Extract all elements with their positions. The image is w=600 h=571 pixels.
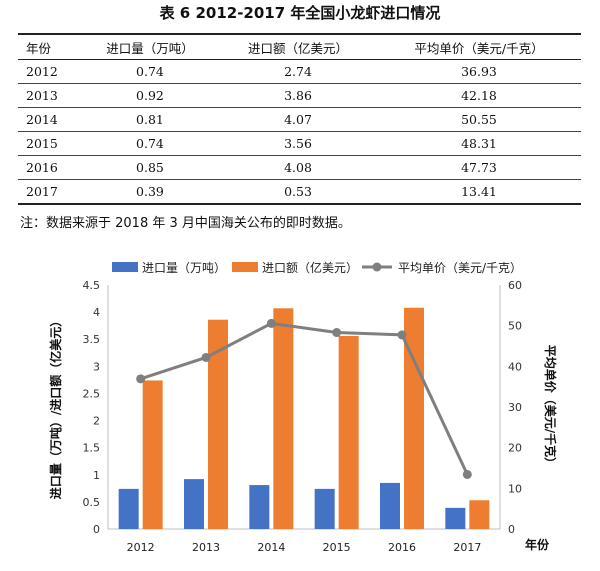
table-row: 2013 0.92 3.86 42.18 <box>18 83 581 108</box>
volume-bar <box>249 485 270 529</box>
cell-volume: 0.74 <box>80 131 220 156</box>
table-row: 2012 0.74 2.74 36.93 <box>18 59 581 84</box>
cell-year: 2012 <box>18 59 81 84</box>
legend-value-swatch <box>232 262 258 272</box>
y-axis-title: 进口量（万吨）/进口额（亿美元） <box>48 315 63 499</box>
x-tick-label: 2012 <box>127 541 155 554</box>
import-chart: 0 0.5 1 1.5 2 2.5 3 3.5 4 4.5 0 10 20 30 40 50 60 2012 201… <box>48 260 558 554</box>
price-line <box>140 321 469 476</box>
cell-price: 36.93 <box>376 59 581 84</box>
x-tick-label: 2017 <box>453 541 481 554</box>
table-row: 2015 0.74 3.56 48.31 <box>18 131 581 156</box>
cell-year: 2016 <box>18 155 81 180</box>
header-year: 年份 <box>18 33 81 60</box>
price-point <box>462 469 472 479</box>
price-point <box>332 328 342 338</box>
y-tick-label: 4 <box>93 306 100 319</box>
y2-tick-label: 30 <box>508 401 522 414</box>
volume-bar <box>445 507 466 529</box>
value-bar <box>404 307 424 529</box>
price-point <box>201 352 211 362</box>
cell-value: 4.07 <box>219 107 377 132</box>
volume-bar <box>314 488 335 529</box>
legend-price-marker <box>372 262 382 272</box>
x-tick-label: 2016 <box>388 541 416 554</box>
cell-volume: 0.85 <box>80 155 220 180</box>
y2-tick-label: 50 <box>508 320 522 333</box>
cell-price: 47.73 <box>376 155 581 180</box>
value-bar <box>273 308 294 529</box>
y2-tick-label: 20 <box>508 442 522 455</box>
header-price: 平均单价（美元/千克） <box>376 33 581 60</box>
price-point <box>397 330 407 340</box>
cell-price: 13.41 <box>376 179 581 205</box>
y-tick-label: 3.5 <box>83 333 101 346</box>
volume-bar <box>118 488 139 529</box>
y-tick-label: 4.5 <box>83 279 101 292</box>
table-row: 2016 0.85 4.08 47.73 <box>18 155 581 180</box>
legend-volume-label: 进口量（万吨） <box>142 261 226 275</box>
cell-value: 2.74 <box>219 59 377 84</box>
cell-volume: 0.81 <box>80 107 220 132</box>
y-tick-label: 1 <box>93 469 100 482</box>
table-row: 2017 0.39 0.53 13.41 <box>18 179 581 205</box>
x-tick-label: 2013 <box>192 541 220 554</box>
y-tick-label: 1.5 <box>83 442 101 455</box>
cell-value: 0.53 <box>219 179 377 205</box>
value-bar <box>469 500 490 529</box>
cell-value: 3.86 <box>219 83 377 108</box>
y-tick-label: 0 <box>93 523 100 536</box>
y2-tick-label: 60 <box>508 279 522 292</box>
cell-volume: 0.39 <box>80 179 220 205</box>
y-tick-label: 3 <box>93 360 100 373</box>
import-data-table: 年份 进口量（万吨） 进口额（亿美元） 平均单价（美元/千克） 2012 0.7… <box>18 33 581 205</box>
cell-year: 2017 <box>18 179 81 205</box>
legend-volume-swatch <box>112 262 138 272</box>
cell-price: 50.55 <box>376 107 581 132</box>
y-tick-label: 2.5 <box>83 387 101 400</box>
cell-year: 2013 <box>18 83 81 108</box>
table-header-row: 年份 进口量（万吨） 进口额（亿美元） 平均单价（美元/千克） <box>18 33 581 60</box>
cell-value: 3.56 <box>219 131 377 156</box>
source-note: 注：数据来源于 2018 年 3 月中国海关公布的即时数据。 <box>20 216 351 231</box>
table-row: 2014 0.81 4.07 50.55 <box>18 107 581 132</box>
volume-bar <box>184 479 204 529</box>
cell-year: 2014 <box>18 107 81 132</box>
price-point <box>136 374 146 384</box>
y2-axis-title: 平均单价（美元/千克） <box>543 345 558 469</box>
cell-volume: 0.74 <box>80 59 220 84</box>
y-tick-label: 2 <box>93 415 100 428</box>
header-volume: 进口量（万吨） <box>80 33 220 60</box>
value-bar <box>338 335 359 529</box>
y-tick-label: 0.5 <box>83 496 101 509</box>
y2-tick-label: 40 <box>508 360 522 373</box>
x-axis-title: 年份 <box>525 537 550 552</box>
value-bar <box>208 319 228 529</box>
legend-value-label: 进口额（亿美元） <box>262 260 358 275</box>
cell-price: 42.18 <box>376 83 581 108</box>
price-point <box>266 318 276 328</box>
cell-price: 48.31 <box>376 131 581 156</box>
y2-tick-label: 10 <box>508 482 522 495</box>
cell-year: 2015 <box>18 131 81 156</box>
cell-value: 4.08 <box>219 155 377 180</box>
cell-volume: 0.92 <box>80 83 220 108</box>
y2-tick-label: 0 <box>508 523 515 536</box>
header-value: 进口额（亿美元） <box>219 33 377 60</box>
x-tick-label: 2015 <box>323 541 351 554</box>
table-title: 表 6 2012-2017 年全国小龙虾进口情况 <box>159 4 441 22</box>
x-tick-label: 2014 <box>257 541 285 554</box>
volume-bar <box>380 482 400 529</box>
legend-price-label: 平均单价（美元/千克） <box>398 261 522 275</box>
value-bar <box>142 380 163 529</box>
